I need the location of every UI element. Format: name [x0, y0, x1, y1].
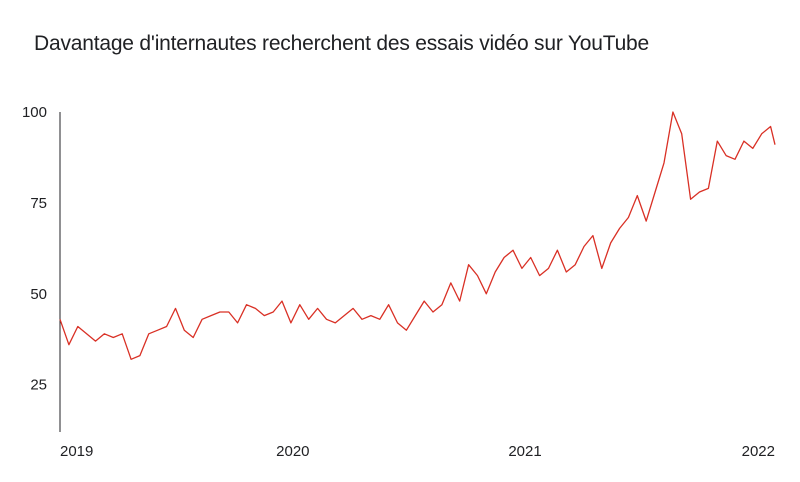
x-tick-label: 2021	[508, 443, 541, 460]
y-tick-label: 75	[30, 195, 47, 212]
x-axis-ticks: 2019 2020 2021 2022	[60, 443, 775, 460]
chart-title: Davantage d'internautes recherchent des …	[34, 32, 650, 55]
y-axis-ticks: 25 50 75 100	[22, 104, 47, 394]
x-tick-label: 2022	[742, 443, 775, 460]
x-tick-label: 2020	[276, 443, 309, 460]
y-tick-label: 50	[30, 286, 47, 303]
search-interest-line	[59, 111, 776, 360]
y-tick-label: 25	[30, 377, 47, 394]
y-tick-label: 100	[22, 104, 47, 121]
x-tick-label: 2019	[60, 443, 93, 460]
